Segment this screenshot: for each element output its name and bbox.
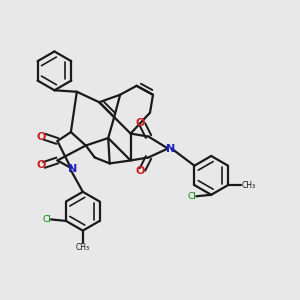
Text: O: O	[136, 118, 145, 128]
Text: O: O	[37, 132, 46, 142]
Text: O: O	[37, 160, 46, 170]
Text: Cl: Cl	[42, 215, 51, 224]
Text: CH₃: CH₃	[242, 181, 256, 190]
Text: O: O	[136, 166, 145, 176]
Text: N: N	[68, 164, 77, 174]
Text: CH₃: CH₃	[76, 243, 90, 252]
Text: Cl: Cl	[188, 192, 196, 201]
Text: N: N	[166, 143, 175, 154]
